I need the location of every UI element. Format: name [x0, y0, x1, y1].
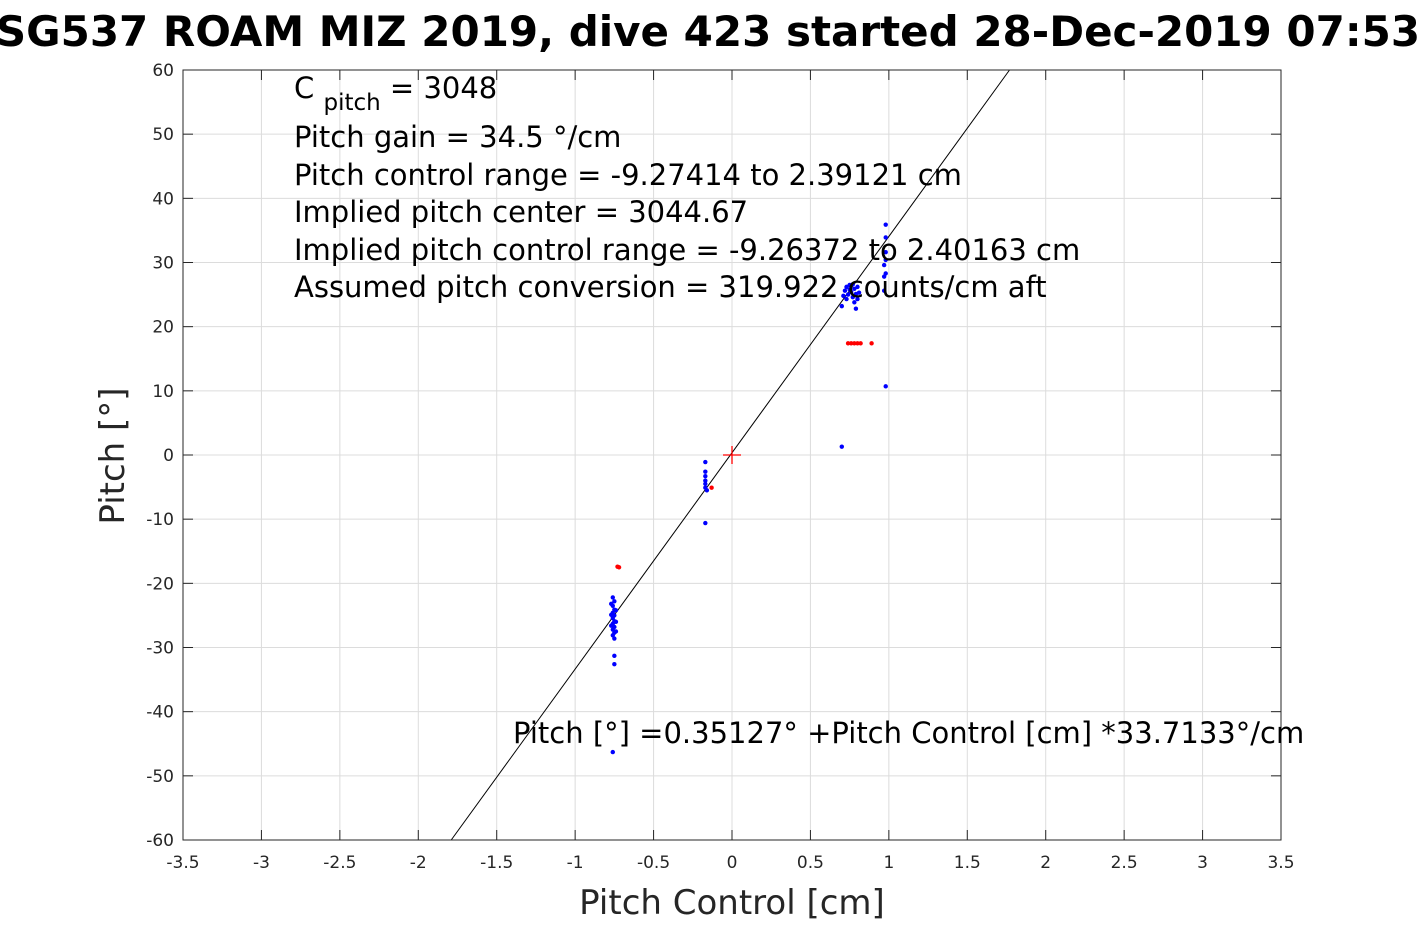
data-point [612, 661, 617, 667]
y-tick-label: 10 [152, 382, 174, 402]
data-point [613, 619, 619, 625]
data-point [609, 612, 614, 617]
pitch-gain-annotation: Pitch gain = 34.5 °/cm [294, 120, 621, 154]
data-point [883, 271, 888, 276]
data-point [610, 595, 615, 600]
data-point [610, 749, 615, 755]
data-point [709, 485, 714, 490]
data-point [703, 469, 708, 474]
x-tick-label: 0.5 [797, 853, 824, 873]
data-point [850, 282, 855, 287]
data-point [839, 303, 844, 309]
y-tick-label: -40 [146, 703, 174, 723]
data-points [609, 222, 888, 755]
y-axis-label: Pitch [°] [93, 387, 133, 524]
data-point [703, 478, 708, 483]
data-point [703, 481, 708, 487]
data-point [883, 257, 888, 263]
x-tick-label: -1 [567, 853, 584, 873]
data-point [855, 284, 860, 290]
data-point [844, 296, 849, 302]
x-tick-label: 2.5 [1111, 853, 1138, 873]
x-tick-label: 1.5 [954, 853, 981, 873]
x-tick-label: 3 [1197, 853, 1208, 873]
x-tick-label: 2 [1040, 853, 1051, 873]
data-point [839, 444, 844, 449]
data-point [853, 306, 859, 311]
x-tick-label: 3.5 [1267, 853, 1294, 873]
data-point [881, 288, 887, 293]
data-point [883, 222, 888, 227]
y-tick-label: -30 [146, 639, 174, 659]
implied-center-annotation: Implied pitch center = 3044.67 [294, 195, 748, 229]
y-tick-label: -20 [146, 574, 174, 594]
x-tick-label: 0 [727, 853, 738, 873]
data-point [845, 292, 851, 297]
fit-equation-annotation: Pitch [°] =0.35127° +Pitch Control [cm] … [513, 716, 1304, 750]
y-tick-label: 30 [152, 254, 174, 274]
cpitch-subscript: pitch [323, 90, 380, 116]
data-point [855, 296, 860, 302]
data-point [615, 564, 620, 569]
data-point [869, 341, 874, 346]
data-point [612, 653, 617, 659]
data-point [612, 599, 617, 604]
data-point [850, 294, 855, 300]
data-point [845, 341, 851, 346]
y-tick-label: -50 [146, 767, 174, 787]
conversion-annotation: Assumed pitch conversion = 319.922 count… [294, 270, 1047, 304]
x-tick-label: -0.5 [637, 853, 670, 873]
data-point [847, 287, 852, 292]
x-tick-label: -3.5 [166, 853, 199, 873]
data-point [612, 636, 617, 641]
data-point [883, 235, 888, 240]
data-point [881, 262, 887, 268]
data-point [858, 341, 863, 346]
data-point [852, 341, 857, 346]
pitch-control-range-annotation: Pitch control range = -9.27414 to 2.3912… [294, 158, 962, 192]
data-point [842, 288, 848, 293]
data-point [856, 290, 862, 295]
chart-title: SG537 ROAM MIZ 2019, dive 423 started 28… [0, 7, 1417, 56]
data-point [703, 459, 708, 465]
data-point [841, 293, 846, 299]
implied-range-annotation: Implied pitch control range = -9.26372 t… [294, 233, 1080, 267]
center-marker [723, 446, 741, 464]
x-tick-label: -2.5 [323, 853, 356, 873]
data-point [704, 488, 710, 493]
y-tick-label: 0 [163, 446, 174, 466]
x-tick-label: -2 [410, 853, 427, 873]
x-tick-label: -1.5 [480, 853, 513, 873]
y-tick-label: 20 [152, 318, 174, 338]
cpitch-value: = 3048 [390, 71, 497, 105]
data-point [703, 520, 708, 526]
x-tick-label: -3 [253, 853, 270, 873]
data-point [883, 250, 888, 255]
data-point [609, 601, 614, 607]
data-point [855, 341, 860, 346]
data-point [609, 623, 614, 628]
data-point [852, 300, 857, 305]
data-point [613, 608, 619, 613]
data-point [849, 341, 854, 346]
y-tick-label: -60 [146, 831, 174, 851]
cpitch-symbol: C [294, 71, 314, 105]
axis-ticks: -3.5 -3 -2.5 -2 -1.5 -1 -0.5 0 0.5 1 1.5 2 2.5 3 3.5 -6… [146, 61, 1294, 873]
data-point [613, 629, 619, 634]
data-point [883, 384, 888, 389]
y-tick-label: 40 [152, 189, 174, 209]
y-tick-label: 60 [152, 61, 174, 81]
cpitch-annotation: C pitch = 3048 [294, 71, 497, 117]
x-axis-label: Pitch Control [cm] [579, 883, 885, 923]
data-point [703, 473, 708, 479]
y-tick-label: -10 [146, 510, 174, 530]
x-tick-label: 1 [883, 853, 894, 873]
y-tick-label: 50 [152, 125, 174, 145]
